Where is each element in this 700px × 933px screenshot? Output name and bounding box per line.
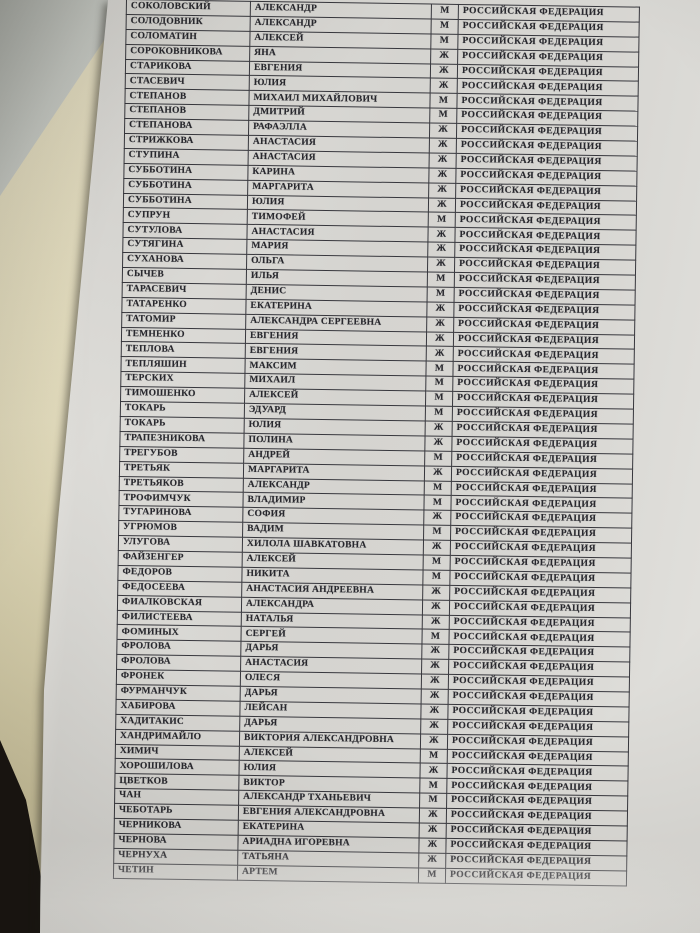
gender-cell: М <box>425 391 453 407</box>
gender-cell: М <box>425 406 453 422</box>
names-table: СОКОЛОВСКИЙ АЛЕКСАНДР М РОССИЙСКАЯ ФЕДЕР… <box>113 0 640 886</box>
gender-cell: М <box>427 286 455 303</box>
gender-cell: Ж <box>430 63 458 79</box>
gender-cell: Ж <box>421 644 449 660</box>
gender-cell: М <box>425 361 454 377</box>
gender-cell: М <box>430 33 459 50</box>
gender-cell: Ж <box>429 152 457 169</box>
gender-cell: Ж <box>426 301 455 318</box>
gender-cell: Ж <box>429 138 457 154</box>
gender-cell: М <box>421 629 450 645</box>
gender-cell: М <box>428 212 456 228</box>
gender-cell: М <box>419 793 447 809</box>
gender-cell: Ж <box>430 78 458 94</box>
gender-cell: Ж <box>425 420 453 437</box>
gender-cell: Ж <box>426 316 454 332</box>
gender-cell: Ж <box>423 540 451 556</box>
gender-cell: М <box>423 495 452 511</box>
gender-cell: Ж <box>424 435 453 452</box>
gender-cell: Ж <box>428 197 456 213</box>
gender-cell: Ж <box>421 688 449 705</box>
gender-cell: Ж <box>419 763 448 779</box>
gender-cell: Ж <box>419 822 447 839</box>
gender-cell: Ж <box>422 614 450 630</box>
gender-cell: Ж <box>423 510 451 526</box>
gender-cell: Ж <box>424 465 452 481</box>
gender-cell: М <box>419 778 447 794</box>
gender-cell: Ж <box>430 48 458 64</box>
gender-cell: Ж <box>426 346 454 362</box>
gender-cell: М <box>420 748 448 764</box>
gender-cell: М <box>422 569 451 586</box>
gender-cell: Ж <box>420 703 449 720</box>
gender-cell: М <box>423 554 451 571</box>
gender-cell: М <box>431 18 459 35</box>
gender-cell: Ж <box>427 227 456 243</box>
gender-cell: Ж <box>421 659 449 675</box>
gender-cell: Ж <box>419 808 447 824</box>
paper-blank-footer <box>40 840 700 933</box>
gender-cell: М <box>425 376 453 392</box>
gender-cell: Ж <box>427 242 455 258</box>
gender-cell: Ж <box>428 167 457 184</box>
gender-cell: Ж <box>420 718 448 734</box>
gender-cell: Ж <box>426 331 454 347</box>
gender-cell: М <box>431 4 459 20</box>
gender-cell: Ж <box>429 123 457 139</box>
gender-cell: Ж <box>427 257 455 273</box>
gender-cell: М <box>423 525 451 541</box>
gender-cell: М <box>424 450 452 466</box>
gender-cell: М <box>429 93 458 109</box>
gender-cell: М <box>427 272 455 288</box>
gender-cell: М <box>424 480 452 496</box>
gender-cell: Ж <box>422 584 450 600</box>
gender-cell: М <box>429 108 457 124</box>
gender-cell: Ж <box>428 182 456 198</box>
gender-cell: Ж <box>422 599 450 615</box>
names-table-body: СОКОЛОВСКИЙ АЛЕКСАНДР М РОССИЙСКАЯ ФЕДЕР… <box>113 0 640 886</box>
gender-cell: Ж <box>421 674 449 690</box>
gender-cell: Ж <box>420 733 448 749</box>
